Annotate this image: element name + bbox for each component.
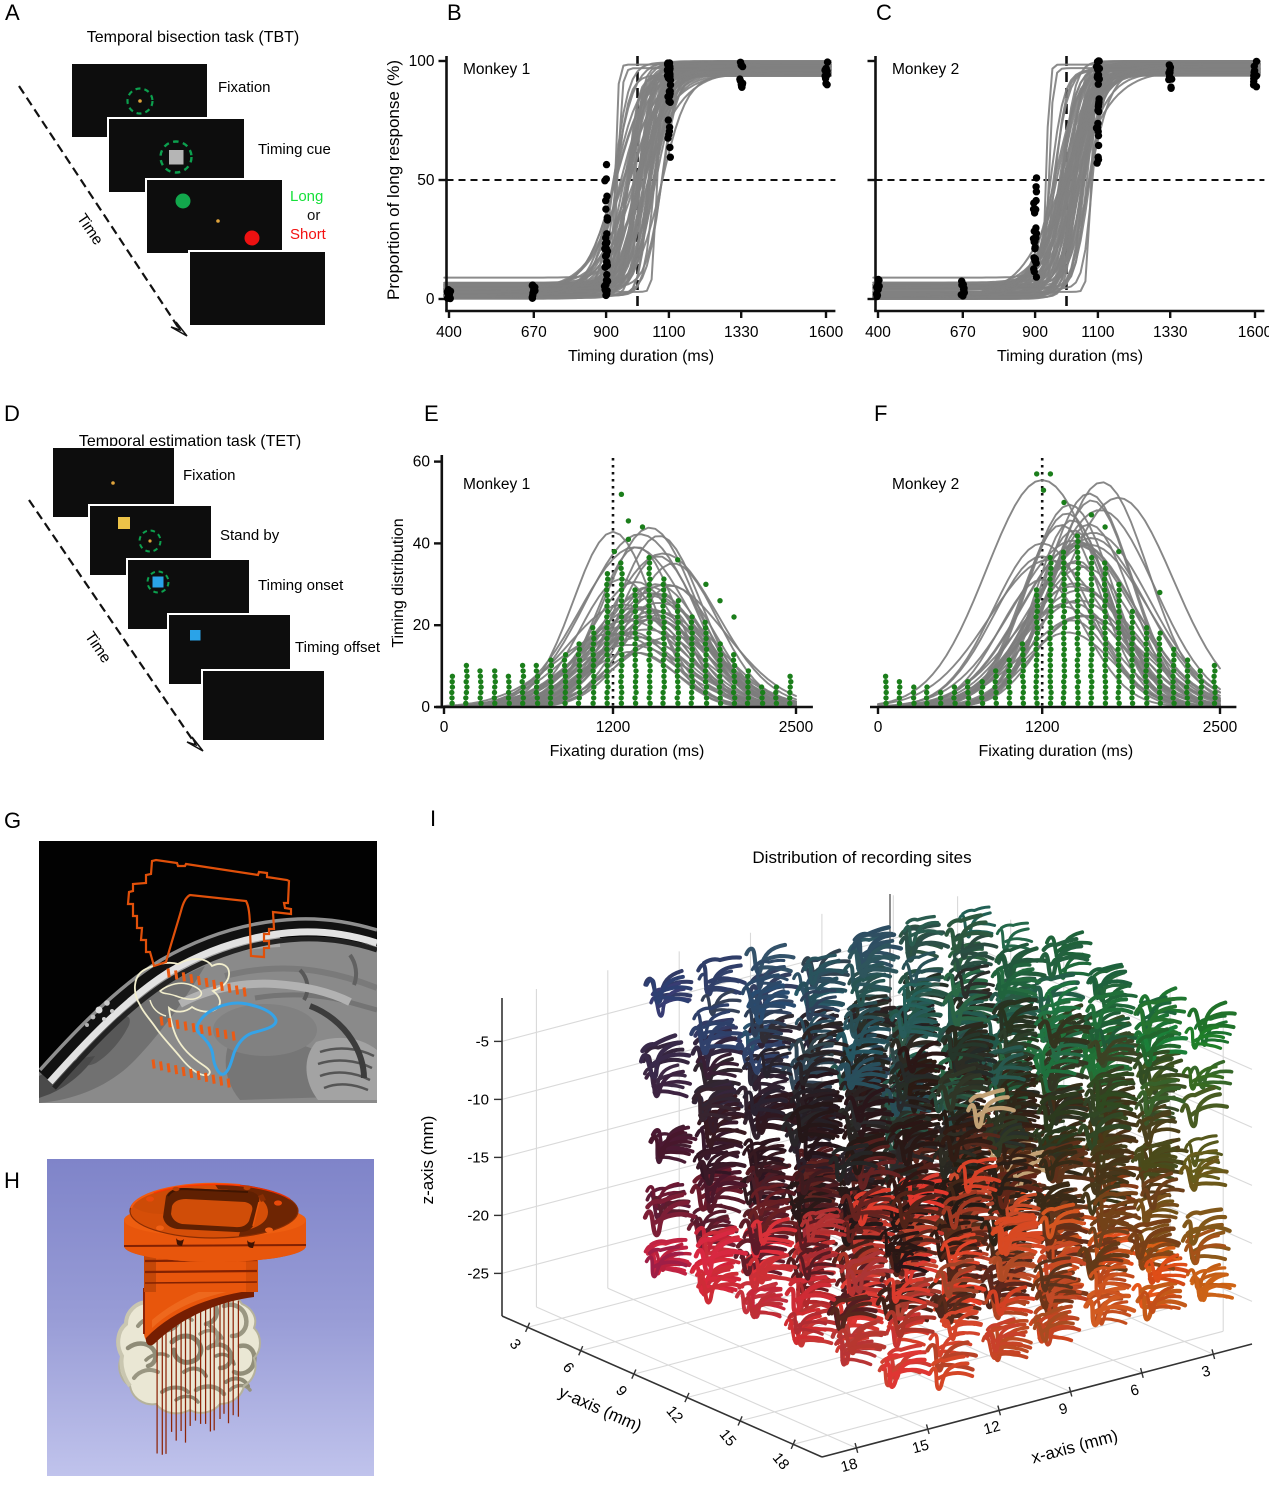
svg-text:1330: 1330: [1153, 324, 1188, 341]
svg-text:6: 6: [1129, 1381, 1141, 1400]
svg-text:Monkey 1: Monkey 1: [463, 61, 530, 78]
svg-text:-10: -10: [467, 1091, 489, 1108]
svg-text:Monkey 2: Monkey 2: [892, 476, 959, 493]
svg-text:Stand by: Stand by: [220, 527, 280, 544]
svg-text:-5: -5: [476, 1033, 489, 1050]
svg-text:x-axis (mm): x-axis (mm): [1029, 1426, 1120, 1467]
svg-text:60: 60: [413, 454, 431, 471]
svg-text:Temporal estimation task (TET): Temporal estimation task (TET): [79, 433, 301, 450]
svg-text:Time: Time: [73, 211, 106, 249]
svg-text:6: 6: [559, 1359, 577, 1376]
svg-text:100: 100: [409, 53, 435, 70]
svg-text:Timing duration (ms): Timing duration (ms): [568, 348, 714, 365]
svg-text:12: 12: [982, 1418, 1003, 1439]
svg-text:15: 15: [910, 1436, 931, 1457]
svg-text:z-axis (mm): z-axis (mm): [418, 1116, 437, 1205]
svg-text:900: 900: [593, 324, 619, 341]
svg-text:y-axis (mm): y-axis (mm): [556, 1382, 645, 1435]
svg-text:E: E: [424, 401, 439, 426]
svg-text:1100: 1100: [1081, 324, 1115, 341]
svg-text:670: 670: [521, 324, 547, 341]
svg-text:18: 18: [839, 1455, 860, 1476]
svg-text:20: 20: [413, 617, 431, 634]
svg-text:A: A: [5, 0, 20, 25]
svg-text:Timing duration (ms): Timing duration (ms): [997, 348, 1143, 365]
svg-text:40: 40: [413, 535, 431, 552]
svg-text:900: 900: [1022, 324, 1048, 341]
svg-text:1600: 1600: [1238, 324, 1269, 341]
svg-text:G: G: [4, 808, 21, 833]
svg-text:1200: 1200: [596, 719, 631, 736]
svg-text:1330: 1330: [724, 324, 759, 341]
svg-text:400: 400: [436, 324, 462, 341]
svg-text:Fixating duration (ms): Fixating duration (ms): [550, 743, 705, 760]
svg-text:-15: -15: [467, 1149, 489, 1166]
svg-text:Proportion of long response (%: Proportion of long response (%): [384, 60, 403, 300]
svg-text:1100: 1100: [652, 324, 686, 341]
svg-text:Temporal bisection task (TBT): Temporal bisection task (TBT): [87, 29, 300, 46]
svg-text:Timing cue: Timing cue: [258, 141, 331, 158]
svg-text:400: 400: [865, 324, 891, 341]
svg-text:Time: Time: [81, 629, 114, 667]
svg-text:Short: Short: [290, 226, 327, 243]
svg-text:3: 3: [1200, 1363, 1212, 1382]
svg-text:Monkey 2: Monkey 2: [892, 61, 959, 78]
svg-text:Timing distribution: Timing distribution: [390, 518, 407, 647]
svg-text:0: 0: [874, 719, 883, 736]
svg-text:Fixating duration (ms): Fixating duration (ms): [978, 743, 1133, 760]
svg-text:C: C: [876, 0, 892, 25]
svg-text:15: 15: [716, 1426, 740, 1450]
svg-text:Long: Long: [290, 188, 323, 205]
svg-text:12: 12: [663, 1403, 687, 1427]
svg-text:I: I: [430, 806, 436, 831]
svg-text:2500: 2500: [1203, 719, 1238, 736]
svg-text:0: 0: [426, 291, 435, 308]
svg-text:0: 0: [421, 699, 430, 716]
svg-text:Timing offset: Timing offset: [295, 639, 381, 656]
svg-text:18: 18: [769, 1450, 793, 1474]
svg-text:1200: 1200: [1025, 719, 1060, 736]
svg-text:50: 50: [417, 172, 435, 189]
svg-text:1600: 1600: [809, 324, 844, 341]
svg-text:-20: -20: [467, 1207, 489, 1224]
svg-text:0: 0: [440, 719, 449, 736]
svg-text:H: H: [4, 1168, 20, 1193]
svg-text:2500: 2500: [779, 719, 814, 736]
svg-text:Monkey 1: Monkey 1: [463, 476, 530, 493]
svg-text:9: 9: [1057, 1400, 1069, 1419]
svg-text:-25: -25: [467, 1265, 489, 1282]
svg-text:670: 670: [950, 324, 976, 341]
svg-text:9: 9: [612, 1383, 630, 1400]
svg-text:or: or: [307, 207, 320, 224]
svg-text:3: 3: [506, 1336, 524, 1353]
svg-text:B: B: [447, 0, 462, 25]
svg-text:Fixation: Fixation: [183, 467, 236, 484]
svg-text:F: F: [874, 401, 887, 426]
svg-text:Timing onset: Timing onset: [258, 577, 344, 594]
svg-text:D: D: [4, 401, 20, 426]
svg-text:Distribution of recording site: Distribution of recording sites: [752, 848, 971, 867]
svg-text:Fixation: Fixation: [218, 79, 271, 96]
